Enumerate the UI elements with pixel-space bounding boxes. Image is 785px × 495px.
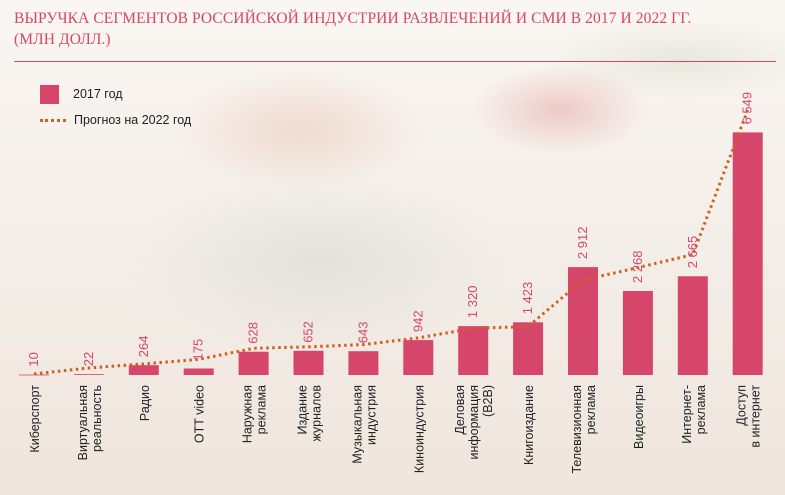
- category-label-5: Изданиежурналов: [296, 385, 324, 442]
- legend-swatch-bar: [40, 84, 59, 104]
- value-label-0: 10: [26, 352, 41, 366]
- category-line-4-1: реклама: [255, 385, 269, 434]
- value-label-13: 6 549: [740, 92, 755, 125]
- value-label-11: 2 268: [630, 250, 645, 283]
- category-line-1-0: Виртуальная: [76, 385, 90, 460]
- value-label-5: 652: [301, 321, 316, 343]
- category-label-2: Радио: [138, 385, 152, 421]
- value-label-12: 2 665: [685, 236, 700, 269]
- value-label-7: 942: [410, 310, 425, 332]
- category-line-1-1: реальность: [90, 385, 104, 452]
- legend: 2017 год Прогноз на 2022 год: [40, 84, 191, 136]
- category-line-12-1: реклама: [694, 385, 708, 434]
- category-line-13-1: в интернет: [749, 385, 763, 448]
- category-line-2-0: Радио: [138, 385, 152, 421]
- category-text-8: Деловаяинформация(B2B): [453, 385, 495, 460]
- category-label-7: Киноиндустрия: [412, 385, 426, 473]
- bar-9: [513, 322, 544, 375]
- category-label-12: Интернет-реклама: [680, 385, 708, 444]
- bar-2: [128, 365, 159, 375]
- bar-3: [183, 368, 214, 375]
- category-text-4: Наружнаяреклама: [241, 385, 269, 443]
- value-label-10: 2 912: [575, 227, 590, 260]
- value-label-1: 22: [81, 352, 96, 366]
- category-label-13: Доступв интернет: [735, 385, 763, 448]
- category-label-10: Телевизионнаяреклама: [570, 385, 598, 474]
- category-label-0: Киберспорт: [28, 385, 42, 453]
- category-line-5-1: журналов: [310, 385, 324, 442]
- bar-8: [458, 326, 489, 375]
- category-line-5-0: Издание: [296, 385, 310, 435]
- category-label-9: Книгоиздание: [522, 385, 536, 465]
- category-text-1: Виртуальнаяреальность: [76, 385, 104, 460]
- category-label-3: OTT video: [193, 385, 207, 443]
- category-text-2: Радио: [138, 385, 152, 421]
- category-line-9-0: Книгоиздание: [522, 385, 536, 465]
- category-text-0: Киберспорт: [28, 385, 42, 453]
- value-label-6: 643: [355, 321, 370, 343]
- category-line-8-0: Деловая: [453, 385, 467, 435]
- value-label-3: 175: [191, 339, 206, 361]
- bar-4: [238, 351, 269, 375]
- category-line-7-0: Киноиндустрия: [412, 385, 426, 473]
- bar-7: [403, 340, 434, 375]
- legend-label-forecast: Прогноз на 2022 год: [74, 113, 192, 127]
- legend-swatch-dotted-line: [40, 118, 66, 122]
- category-line-4-0: Наружная: [241, 385, 255, 443]
- category-line-6-1: индустрия: [364, 385, 378, 445]
- category-line-8-2: (B2B): [481, 385, 495, 417]
- category-label-6: Музыкальнаяиндустрия: [350, 385, 378, 464]
- legend-item-forecast: Прогноз на 2022 год: [40, 110, 191, 130]
- category-label-1: Виртуальнаяреальность: [76, 385, 104, 460]
- category-line-6-0: Музыкальная: [350, 385, 364, 464]
- category-label-4: Наружнаяреклама: [241, 385, 269, 443]
- title-divider: [14, 61, 776, 62]
- value-label-8: 1 320: [465, 286, 480, 319]
- category-line-10-1: реклама: [584, 385, 598, 434]
- bar-1: [73, 374, 104, 375]
- category-text-7: Киноиндустрия: [412, 385, 426, 473]
- category-text-3: OTT video: [193, 385, 207, 443]
- category-line-8-1: информация: [467, 385, 481, 460]
- bar-11: [622, 291, 653, 375]
- bar-10: [568, 267, 598, 375]
- bar-6: [348, 351, 379, 375]
- value-label-2: 264: [136, 335, 151, 357]
- category-text-6: Музыкальнаяиндустрия: [350, 385, 378, 464]
- category-line-10-0: Телевизионная: [570, 385, 584, 474]
- bar-12: [677, 276, 708, 375]
- category-label-8: Деловаяинформация(B2B): [453, 385, 495, 460]
- category-text-11: Видеоигры: [632, 385, 646, 449]
- bar-5: [293, 350, 324, 375]
- value-label-9: 1 423: [520, 282, 535, 315]
- legend-item-2017: 2017 год: [40, 84, 191, 104]
- category-label-11: Видеоигры: [632, 385, 646, 449]
- category-line-0-0: Киберспорт: [28, 385, 42, 453]
- category-line-3-0: OTT video: [193, 385, 207, 443]
- bar-0: [19, 374, 49, 376]
- category-line-13-0: Доступ: [735, 385, 749, 426]
- category-text-13: Доступв интернет: [735, 385, 763, 448]
- category-text-12: Интернет-реклама: [680, 385, 708, 444]
- chart-title: ВЫРУЧКА СЕГМЕНТОВ РОССИЙСКОЙ ИНДУСТРИИ Р…: [14, 10, 692, 48]
- category-line-11-0: Видеоигры: [632, 385, 646, 449]
- category-text-5: Изданиежурналов: [296, 385, 324, 442]
- category-text-9: Книгоиздание: [522, 385, 536, 465]
- value-label-4: 628: [246, 322, 261, 344]
- legend-label-2017: 2017 год: [73, 87, 123, 101]
- category-text-10: Телевизионнаяреклама: [570, 385, 598, 474]
- category-line-12-0: Интернет-: [680, 385, 694, 444]
- bar-13: [732, 132, 763, 375]
